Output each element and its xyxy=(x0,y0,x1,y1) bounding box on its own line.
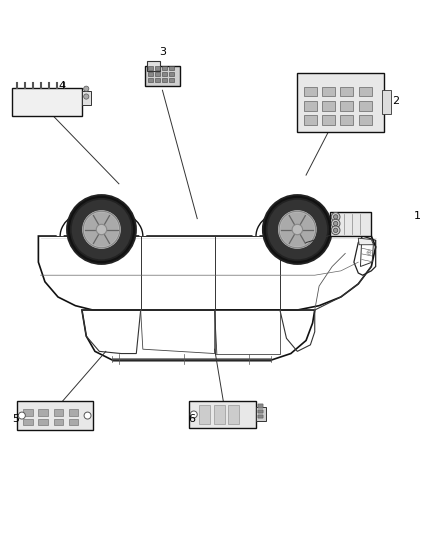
FancyBboxPatch shape xyxy=(82,91,91,105)
Circle shape xyxy=(84,412,91,419)
FancyBboxPatch shape xyxy=(322,101,335,111)
FancyBboxPatch shape xyxy=(359,87,372,96)
FancyBboxPatch shape xyxy=(170,66,174,70)
FancyBboxPatch shape xyxy=(258,415,263,418)
FancyBboxPatch shape xyxy=(258,415,263,418)
FancyBboxPatch shape xyxy=(170,78,174,83)
Circle shape xyxy=(331,219,340,228)
FancyBboxPatch shape xyxy=(256,407,265,421)
Text: 1: 1 xyxy=(413,212,420,221)
FancyBboxPatch shape xyxy=(258,410,263,413)
FancyBboxPatch shape xyxy=(39,409,48,416)
FancyBboxPatch shape xyxy=(297,73,385,132)
Circle shape xyxy=(69,197,134,262)
FancyBboxPatch shape xyxy=(330,212,371,236)
FancyBboxPatch shape xyxy=(228,405,239,424)
FancyBboxPatch shape xyxy=(382,91,391,114)
Circle shape xyxy=(265,197,330,262)
Text: 5: 5 xyxy=(12,414,19,424)
Circle shape xyxy=(292,224,303,235)
FancyBboxPatch shape xyxy=(170,72,174,76)
FancyBboxPatch shape xyxy=(53,409,63,416)
FancyBboxPatch shape xyxy=(69,409,78,416)
Circle shape xyxy=(83,211,120,248)
Text: 2: 2 xyxy=(392,96,399,106)
FancyBboxPatch shape xyxy=(23,419,33,425)
Circle shape xyxy=(333,221,338,226)
FancyBboxPatch shape xyxy=(322,87,335,96)
FancyBboxPatch shape xyxy=(69,419,78,425)
FancyBboxPatch shape xyxy=(162,72,167,76)
FancyBboxPatch shape xyxy=(155,78,160,83)
FancyBboxPatch shape xyxy=(214,405,225,424)
FancyBboxPatch shape xyxy=(148,78,153,83)
Circle shape xyxy=(190,411,197,418)
FancyBboxPatch shape xyxy=(340,87,353,96)
FancyBboxPatch shape xyxy=(147,61,160,71)
Circle shape xyxy=(84,94,89,99)
FancyBboxPatch shape xyxy=(148,66,153,70)
Polygon shape xyxy=(358,238,374,245)
FancyBboxPatch shape xyxy=(148,72,153,76)
FancyBboxPatch shape xyxy=(258,405,263,408)
Text: 3: 3 xyxy=(159,47,166,58)
Circle shape xyxy=(279,211,316,248)
FancyBboxPatch shape xyxy=(359,101,372,111)
FancyBboxPatch shape xyxy=(23,409,33,416)
Text: 4: 4 xyxy=(59,81,66,91)
FancyBboxPatch shape xyxy=(53,419,63,425)
FancyBboxPatch shape xyxy=(39,419,48,425)
Circle shape xyxy=(333,228,338,232)
FancyBboxPatch shape xyxy=(304,87,317,96)
Circle shape xyxy=(331,226,340,235)
FancyBboxPatch shape xyxy=(188,401,256,427)
Circle shape xyxy=(84,86,89,91)
FancyBboxPatch shape xyxy=(162,78,167,83)
FancyBboxPatch shape xyxy=(340,116,353,125)
FancyBboxPatch shape xyxy=(322,116,335,125)
FancyBboxPatch shape xyxy=(155,72,160,76)
Circle shape xyxy=(333,215,338,219)
FancyBboxPatch shape xyxy=(304,101,317,111)
FancyBboxPatch shape xyxy=(340,101,353,111)
FancyBboxPatch shape xyxy=(304,116,317,125)
FancyBboxPatch shape xyxy=(17,401,93,430)
Text: 6: 6 xyxy=(188,414,195,424)
FancyBboxPatch shape xyxy=(145,66,180,86)
Circle shape xyxy=(18,412,25,419)
FancyBboxPatch shape xyxy=(199,405,210,424)
Circle shape xyxy=(331,213,340,221)
Circle shape xyxy=(96,224,107,235)
FancyBboxPatch shape xyxy=(162,66,167,70)
Text: ⊕: ⊕ xyxy=(365,251,371,256)
FancyBboxPatch shape xyxy=(155,66,160,70)
FancyBboxPatch shape xyxy=(258,405,263,408)
FancyBboxPatch shape xyxy=(359,116,372,125)
FancyBboxPatch shape xyxy=(12,88,82,116)
FancyBboxPatch shape xyxy=(258,410,263,413)
